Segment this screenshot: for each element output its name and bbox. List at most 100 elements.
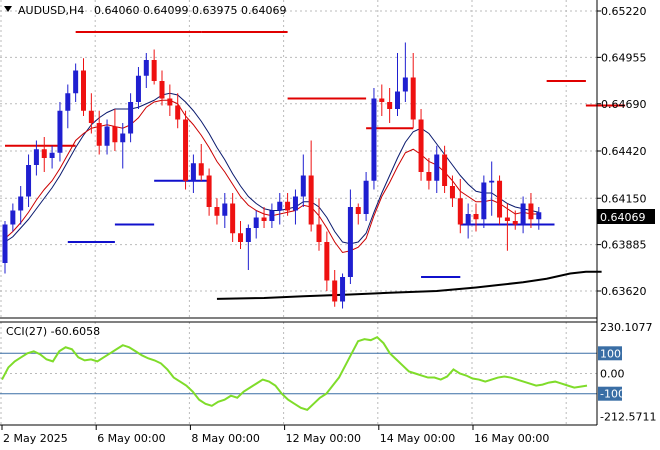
cci-axis-label: 100 bbox=[600, 347, 621, 360]
candle bbox=[49, 145, 55, 169]
candle bbox=[347, 189, 353, 284]
time-tick-label: 6 May 00:00 bbox=[97, 432, 165, 445]
candle bbox=[434, 145, 440, 193]
candle bbox=[104, 119, 110, 155]
candle-body bbox=[65, 93, 71, 111]
price-tick-label: 0.65220 bbox=[601, 5, 647, 18]
candle bbox=[300, 154, 306, 207]
candle-body bbox=[347, 207, 353, 277]
candle-body bbox=[214, 207, 220, 216]
candle bbox=[167, 84, 173, 116]
candle bbox=[112, 109, 118, 151]
candle-body bbox=[277, 201, 283, 211]
candle bbox=[457, 179, 463, 234]
indicator-label: CCI(27) -60.6058 bbox=[6, 325, 100, 338]
candle-body bbox=[33, 149, 39, 165]
candle-body bbox=[159, 81, 165, 99]
candle bbox=[190, 154, 196, 193]
candle bbox=[33, 140, 39, 176]
candle bbox=[73, 63, 79, 102]
candle bbox=[175, 93, 181, 129]
candle-body bbox=[41, 149, 47, 158]
price-grid bbox=[0, 0, 601, 425]
candle bbox=[214, 198, 220, 225]
candle-body bbox=[402, 77, 408, 92]
chevron-down-icon[interactable] bbox=[4, 6, 12, 12]
candle bbox=[520, 196, 526, 234]
candle-body bbox=[198, 163, 204, 176]
candle bbox=[410, 53, 416, 129]
candle bbox=[402, 42, 408, 102]
candle-body bbox=[457, 198, 463, 225]
cci-series bbox=[1, 335, 588, 411]
candle-body bbox=[49, 152, 55, 158]
candle bbox=[395, 53, 400, 116]
time-tick-label: 2 May 2025 bbox=[3, 432, 68, 445]
price-tick-label: 0.64690 bbox=[601, 98, 647, 111]
candle-body bbox=[497, 180, 503, 218]
time-tick-label: 16 May 00:00 bbox=[474, 432, 549, 445]
candle-body bbox=[387, 102, 393, 109]
candle bbox=[261, 207, 267, 228]
price-axis-labels: 0.65220 0.64955 0.64690 0.64420 0.64150 0.638… bbox=[601, 5, 647, 298]
candle bbox=[222, 193, 228, 228]
candle bbox=[497, 175, 503, 225]
candle-body bbox=[285, 201, 291, 211]
candle bbox=[387, 88, 393, 123]
candle bbox=[183, 110, 189, 190]
cci-axis-label: 230.1077 bbox=[600, 321, 653, 334]
candle bbox=[418, 109, 424, 181]
candlesticks bbox=[2, 42, 542, 309]
indicator-axis-labels: 230.1077 100 0.00 -100 -212.5711 bbox=[598, 321, 656, 423]
time-tick-label: 8 May 00:00 bbox=[191, 432, 259, 445]
current-price-box bbox=[597, 209, 655, 224]
candle bbox=[18, 186, 24, 225]
candle bbox=[2, 221, 8, 274]
candle bbox=[340, 273, 346, 309]
candle bbox=[230, 193, 236, 242]
candle-body bbox=[96, 123, 102, 146]
candle bbox=[489, 161, 495, 216]
long-moving-average bbox=[216, 270, 602, 300]
candle-body bbox=[512, 221, 518, 225]
candle bbox=[512, 210, 518, 230]
candle-body bbox=[167, 98, 173, 106]
candle bbox=[143, 53, 149, 88]
candle-body bbox=[481, 182, 487, 220]
candle bbox=[128, 93, 134, 143]
long-ma-line bbox=[216, 270, 602, 300]
candle bbox=[316, 198, 322, 251]
candle bbox=[285, 193, 291, 216]
candle-body bbox=[10, 210, 16, 225]
candle bbox=[26, 154, 32, 207]
cci-level-box bbox=[598, 386, 622, 401]
candle-body bbox=[520, 203, 526, 225]
candle-body bbox=[128, 102, 134, 134]
cci-level-box bbox=[598, 346, 622, 361]
candle-body bbox=[151, 60, 157, 81]
candle bbox=[151, 49, 157, 85]
candle-body bbox=[245, 228, 251, 242]
candle-body bbox=[449, 186, 455, 199]
candle bbox=[81, 58, 86, 116]
candle-body bbox=[238, 233, 243, 242]
candle-body bbox=[473, 214, 479, 220]
candle-body bbox=[379, 98, 385, 102]
candle bbox=[426, 158, 432, 190]
candle bbox=[363, 172, 369, 221]
candle bbox=[135, 67, 141, 109]
candle-body bbox=[363, 180, 369, 214]
candle bbox=[10, 203, 16, 232]
time-tick-label: 14 May 00:00 bbox=[380, 432, 455, 445]
candle bbox=[277, 193, 283, 225]
candle-body bbox=[434, 154, 440, 181]
candle bbox=[292, 189, 298, 225]
current-price-marker: 0.64069 bbox=[597, 209, 655, 224]
candle bbox=[120, 123, 126, 169]
candle bbox=[206, 168, 212, 216]
candle-body bbox=[528, 203, 534, 220]
candle-body bbox=[183, 119, 189, 181]
candle bbox=[245, 224, 251, 270]
candle-body bbox=[120, 133, 126, 143]
candle bbox=[238, 221, 243, 249]
